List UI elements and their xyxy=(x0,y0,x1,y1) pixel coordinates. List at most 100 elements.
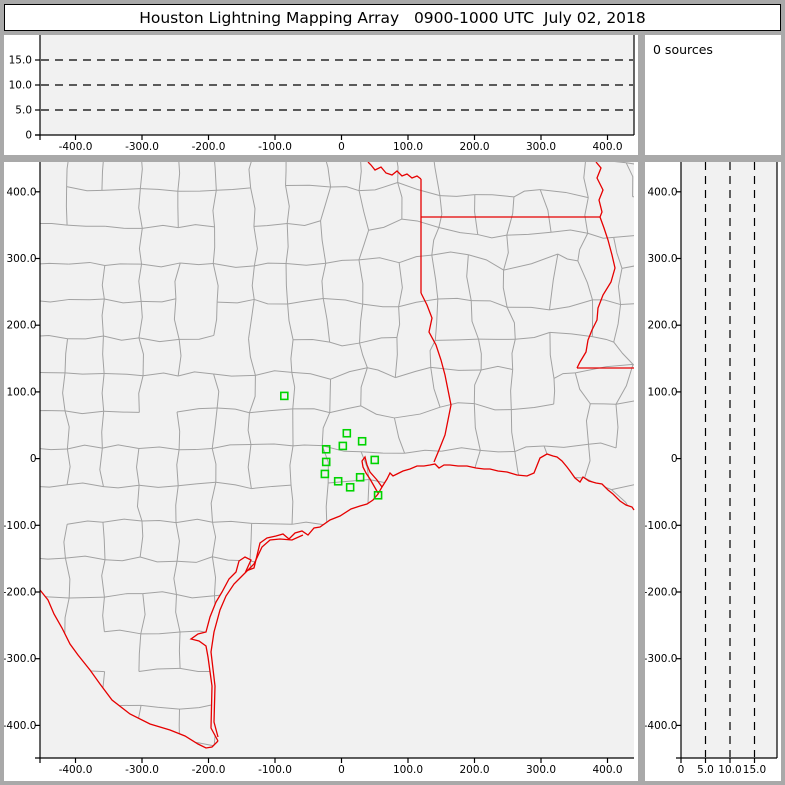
county-line xyxy=(140,631,181,635)
alt-ns-panel[interactable]: 400.0 300.0 200.0 100.0 0 -100.0 -200.0 -300.0 -… xyxy=(645,162,781,781)
county-line xyxy=(329,405,361,414)
county-line xyxy=(140,593,146,634)
county-line xyxy=(397,182,441,197)
county-line xyxy=(213,373,220,409)
county-line xyxy=(588,442,617,449)
county-line xyxy=(68,298,105,301)
tick-label: 300.0 xyxy=(526,141,556,153)
station-marker xyxy=(338,441,348,451)
county-line xyxy=(502,270,508,308)
county-line xyxy=(285,262,326,266)
county-line xyxy=(29,486,33,521)
county-line xyxy=(503,253,559,271)
barrier-islands-line xyxy=(210,534,304,738)
county-line xyxy=(514,445,545,453)
county-line xyxy=(477,234,507,239)
tick-label: 15.0 xyxy=(9,55,32,67)
alt-ew-panel[interactable]: 0 5.0 10.0 15.0 -400.0 -300.0 -200.0 -100.0 0 100… xyxy=(4,35,638,155)
county-line xyxy=(429,340,436,368)
county-line xyxy=(28,162,30,188)
county-line xyxy=(103,335,140,341)
county-line xyxy=(473,403,481,451)
county-line xyxy=(67,224,106,227)
county-line xyxy=(176,594,215,599)
station-marker xyxy=(370,455,380,465)
tick-label: -400.0 xyxy=(645,720,678,732)
county-line xyxy=(180,667,215,673)
county-line xyxy=(104,556,141,562)
county-line xyxy=(511,403,554,411)
county-line xyxy=(285,184,331,188)
county-line xyxy=(480,449,515,453)
county-line xyxy=(287,297,324,305)
county-line xyxy=(102,444,139,449)
plan-view-map-panel[interactable]: 400.0 300.0 200.0 100.0 0 -100.0 -200.0 -300.0 -… xyxy=(4,162,638,781)
county-line xyxy=(367,367,396,379)
county-line xyxy=(213,373,256,377)
county-line xyxy=(138,301,143,338)
county-line xyxy=(66,448,71,485)
county-line xyxy=(179,703,217,710)
county-line xyxy=(174,262,181,299)
county-line xyxy=(64,372,105,375)
county-line xyxy=(611,477,634,491)
alt-ns-plot[interactable]: 400.0 300.0 200.0 100.0 0 -100.0 -200.0 -300.0 -… xyxy=(645,162,781,781)
county-line xyxy=(178,631,181,669)
county-line xyxy=(138,337,180,343)
county-line xyxy=(175,485,179,523)
county-line xyxy=(585,403,591,445)
tick-label: 100.0 xyxy=(393,141,423,153)
station-marker xyxy=(321,444,331,454)
station-marker xyxy=(333,476,343,486)
tick-label: 0 xyxy=(678,764,685,776)
county-line xyxy=(211,556,217,596)
county-line xyxy=(441,447,481,452)
tick-label: 5.0 xyxy=(697,764,714,776)
plan-view-map[interactable]: 400.0 300.0 200.0 100.0 0 -100.0 -200.0 -300.0 -… xyxy=(4,162,638,781)
county-line xyxy=(506,231,552,236)
county-line xyxy=(64,410,70,450)
county-line xyxy=(30,336,33,372)
county-line xyxy=(217,407,250,414)
county-line xyxy=(584,197,589,234)
county-line xyxy=(136,485,143,522)
county-line xyxy=(251,522,293,525)
county-line xyxy=(178,481,216,487)
county-line xyxy=(287,220,321,226)
county-line xyxy=(175,518,213,524)
county-line xyxy=(469,780,474,781)
county-line xyxy=(104,593,143,598)
county-line xyxy=(291,372,296,409)
county-line xyxy=(329,341,360,347)
county-line xyxy=(578,777,596,781)
county-line xyxy=(474,194,479,235)
title-bar: Houston Lightning Mapping Array 0900-100… xyxy=(4,4,781,31)
alt-ew-plot[interactable]: 0 5.0 10.0 15.0 -400.0 -300.0 -200.0 -100.0 0 100… xyxy=(4,35,638,155)
county-line xyxy=(358,230,370,261)
county-line xyxy=(539,778,552,781)
county-line xyxy=(210,482,217,523)
county-line xyxy=(574,372,591,405)
county-line xyxy=(323,297,363,305)
county-line xyxy=(138,188,143,229)
county-line xyxy=(40,447,68,451)
county-line xyxy=(540,189,589,199)
county-line xyxy=(441,774,443,781)
county-line xyxy=(138,228,143,265)
county-line xyxy=(633,510,634,516)
county-line xyxy=(102,522,106,560)
county-line xyxy=(68,261,105,266)
sources-panel: 0 sources xyxy=(645,35,781,155)
county-line xyxy=(141,704,180,710)
county-line xyxy=(358,259,364,305)
county-line xyxy=(179,334,214,340)
county-line xyxy=(292,444,323,447)
tick-label: 400.0 xyxy=(647,186,677,198)
tick-label: 15.0 xyxy=(743,764,766,776)
county-line xyxy=(291,521,327,526)
county-line xyxy=(293,338,330,343)
county-line xyxy=(553,378,556,405)
county-line xyxy=(101,559,106,598)
county-line xyxy=(178,371,214,377)
county-line xyxy=(104,372,144,377)
